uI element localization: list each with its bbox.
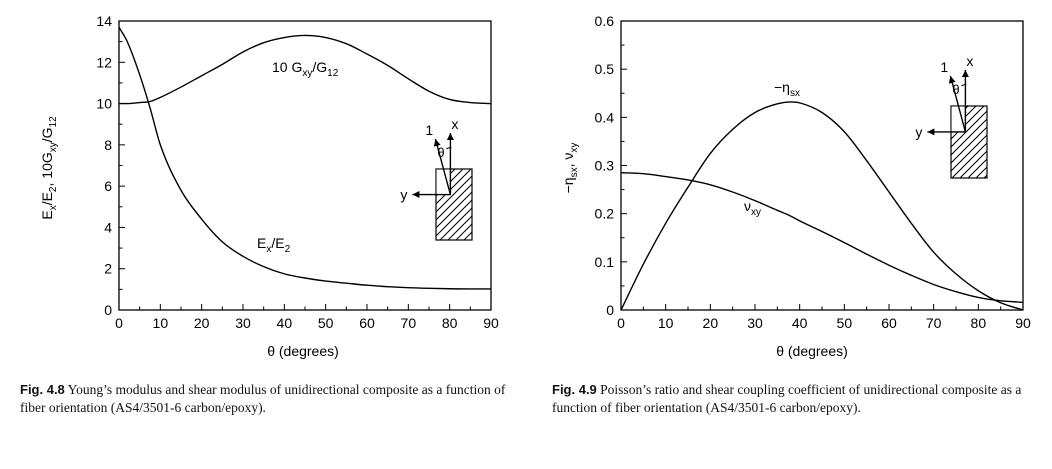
theta-arc bbox=[961, 84, 967, 87]
chart2-axes: 0 10 20 30 40 50 60 70 80 90 0 0.1 0.2 0.3 0.4 0.5 0.6 bbox=[595, 13, 1031, 331]
figure-caption-4-8: Fig. 4.8 Young’s modulus and shear modul… bbox=[20, 381, 520, 417]
x-axis-arrow-head bbox=[446, 133, 454, 140]
curve-label-ex: Ex/E2 bbox=[257, 235, 291, 255]
chart-fig-4-8: 0 10 20 30 40 50 60 70 80 90 0 2 4 6 8 10 12 14 Ex/E2, 10… bbox=[39, 13, 499, 359]
inset-fiber-label: 1 bbox=[425, 122, 433, 138]
caption-fig-number: Fig. 4.8 bbox=[20, 382, 65, 397]
theta-arc bbox=[446, 147, 452, 150]
figure-caption-4-9: Fig. 4.9 Poisson’s ratio and shear coupl… bbox=[552, 381, 1038, 417]
inset-theta-label: θ bbox=[437, 145, 444, 160]
chart2-xtick-label: 0 bbox=[617, 315, 625, 331]
chart2-xtick-label: 30 bbox=[747, 315, 763, 331]
origin-cutout bbox=[950, 105, 966, 133]
chart2-series-line-1 bbox=[620, 172, 1024, 303]
inset-fiber-label: 1 bbox=[940, 59, 948, 75]
chart2-xtick-label: 20 bbox=[703, 315, 719, 331]
curve-label-gxy: 10 Gxy/G12 bbox=[272, 59, 339, 79]
chart2-ytick-label: 0 bbox=[606, 302, 614, 318]
curve-label-eta: −ηsx bbox=[774, 79, 800, 99]
fiber-axis-arrow-head bbox=[948, 76, 956, 84]
inset-theta-label: θ bbox=[952, 82, 959, 97]
chart2-xlabel: θ (degrees) bbox=[776, 343, 848, 359]
chart2-ytick-label: 0.4 bbox=[595, 109, 615, 125]
chart1-xtick-label: 40 bbox=[277, 315, 293, 331]
chart2-curves bbox=[620, 101, 1024, 311]
chart1-ylabel: Ex/E2, 10Gxy/G12 bbox=[39, 116, 59, 220]
chart1-xtick-label: 60 bbox=[359, 315, 375, 331]
chart1-ytick-label: 12 bbox=[96, 54, 112, 70]
chart1-xlabel: θ (degrees) bbox=[267, 343, 339, 359]
chart2-xtick-label: 80 bbox=[971, 315, 987, 331]
chart1-series-line-0 bbox=[118, 26, 491, 290]
chart-fig-4-9: 0 10 20 30 40 50 60 70 80 90 0 0.1 0.2 0.3 0.4 0.5 0.6 −… bbox=[560, 13, 1031, 359]
chart1-plot-frame bbox=[118, 20, 492, 311]
chart1-axes: 0 10 20 30 40 50 60 70 80 90 0 2 4 6 8 10 12 14 bbox=[96, 13, 499, 331]
chart1-xtick-label: 0 bbox=[115, 315, 123, 331]
chart2-xtick-label: 60 bbox=[881, 315, 897, 331]
chart1-ytick-label: 10 bbox=[96, 96, 112, 112]
chart2-ytick-label: 0.6 bbox=[595, 13, 615, 29]
x-axis-arrow-head bbox=[961, 70, 969, 77]
chart2-ylabel: −ηsx, νxy bbox=[560, 143, 580, 194]
inset-x-label: x bbox=[966, 53, 973, 69]
chart1-xtick-label: 50 bbox=[318, 315, 334, 331]
chart1-xtick-label: 70 bbox=[401, 315, 417, 331]
chart2-xtick-label: 90 bbox=[1015, 315, 1031, 331]
caption-fig-number: Fig. 4.9 bbox=[552, 382, 597, 397]
caption-text: Poisson’s ratio and shear coupling coeff… bbox=[552, 382, 1022, 415]
chart1-series-line-1 bbox=[118, 34, 492, 105]
chart2-xtick-label: 70 bbox=[926, 315, 942, 331]
chart2-xtick-label: 50 bbox=[837, 315, 853, 331]
chart1-ytick-label: 14 bbox=[96, 13, 112, 29]
curve-label-nu: νxy bbox=[744, 198, 761, 218]
chart2-ytick-label: 0.2 bbox=[595, 206, 615, 222]
y-axis-arrow-head bbox=[412, 191, 420, 199]
ply-orientation-inset-2: x y 1θ bbox=[915, 53, 988, 179]
chart2-series-line-0 bbox=[620, 101, 1024, 311]
chart1-ytick-label: 0 bbox=[104, 302, 112, 318]
chart2-xtick-label: 40 bbox=[792, 315, 808, 331]
chart1-ytick-label: 8 bbox=[104, 137, 112, 153]
chart1-xtick-label: 90 bbox=[483, 315, 499, 331]
inset-y-label: y bbox=[400, 187, 407, 203]
chart2-ytick-label: 0.5 bbox=[595, 61, 615, 77]
chart1-ytick-label: 6 bbox=[104, 178, 112, 194]
chart2-xtick-label: 10 bbox=[658, 315, 674, 331]
origin-cutout bbox=[435, 168, 451, 196]
chart1-xtick-label: 20 bbox=[194, 315, 210, 331]
chart1-xtick-label: 10 bbox=[153, 315, 169, 331]
chart2-ytick-label: 0.3 bbox=[595, 158, 615, 174]
caption-text: Young’s modulus and shear modulus of uni… bbox=[20, 382, 506, 415]
ply-orientation-inset-1: x y 1θ bbox=[400, 116, 473, 241]
chart2-ytick-label: 0.1 bbox=[595, 254, 615, 270]
fiber-axis-arrow bbox=[434, 138, 452, 195]
y-axis-arrow-head bbox=[927, 128, 935, 136]
chart1-ytick-label: 2 bbox=[104, 261, 112, 277]
fiber-axis-arrow bbox=[949, 75, 967, 133]
chart1-curves bbox=[118, 26, 492, 290]
inset-x-label: x bbox=[451, 116, 458, 132]
chart1-xtick-label: 30 bbox=[235, 315, 251, 331]
inset-y-label: y bbox=[915, 124, 922, 140]
chart1-ytick-label: 4 bbox=[104, 219, 112, 235]
fiber-axis-arrow-head bbox=[433, 139, 441, 147]
chart1-xtick-label: 80 bbox=[442, 315, 458, 331]
